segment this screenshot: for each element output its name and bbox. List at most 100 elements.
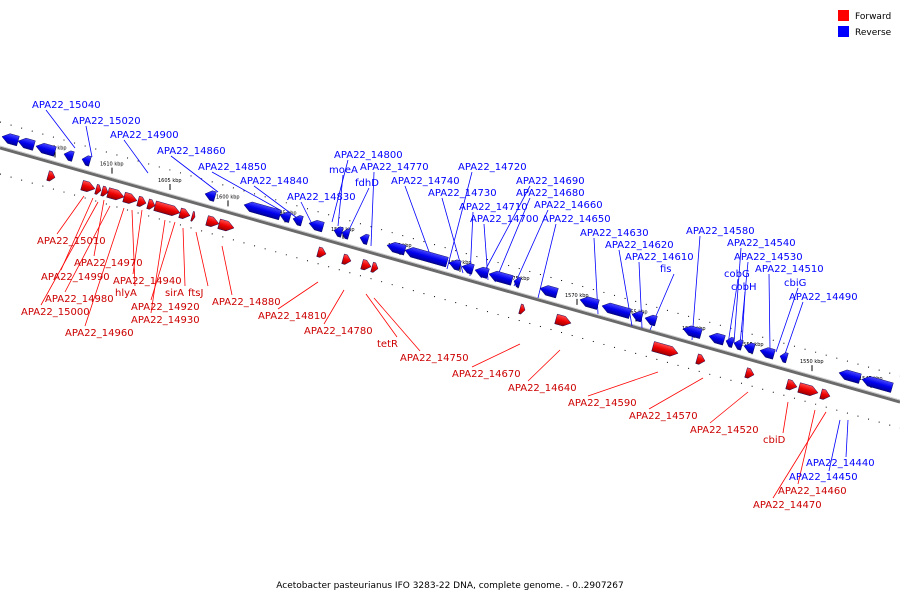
reverse-gene-label: cobG (724, 269, 750, 280)
reverse-gene-label: APA22_14650 (542, 214, 611, 225)
forward-gene-label: APA22_14930 (131, 315, 200, 326)
reverse-gene (1, 133, 20, 147)
forward-gene-label: sirA (165, 288, 184, 299)
reverse-gene-label: APA22_14800 (334, 150, 403, 161)
forward-leader-line (131, 209, 136, 287)
reverse-gene-label: APA22_14720 (458, 162, 527, 173)
forward-genes (46, 170, 831, 400)
reverse-gene (708, 332, 726, 346)
forward-gene-label: APA22_14460 (778, 486, 847, 497)
reverse-gene-label: APA22_14660 (534, 200, 603, 211)
reverse-gene-label: APA22_15040 (32, 100, 101, 111)
forward-leader-line (64, 205, 111, 293)
reverse-gene (579, 296, 600, 310)
reverse-leader-line (845, 419, 849, 458)
forward-gene (80, 180, 96, 192)
forward-leader-line (782, 401, 789, 434)
forward-gene (341, 253, 352, 265)
forward-gene-label: APA22_14940 (113, 276, 182, 287)
tick-label: 1600 kbp (216, 194, 240, 200)
reverse-gene (63, 150, 75, 162)
reverse-legend-label: Reverse (855, 28, 892, 38)
reverse-leader-line (446, 171, 473, 270)
reverse-gene-label: APA22_14510 (755, 264, 824, 275)
forward-leader-line (709, 391, 749, 424)
reverse-leader-line (347, 187, 370, 233)
forward-gene (205, 215, 220, 227)
reverse-gene-label: APA22_14740 (391, 176, 460, 187)
reverse-gene-label: APA22_14540 (727, 238, 796, 249)
forward-leader-line (84, 207, 125, 327)
forward-gene-label: tetR (377, 339, 398, 350)
reverse-gene (243, 201, 282, 221)
reverse-gene-label: fis (660, 264, 672, 275)
reverse-gene (488, 270, 514, 286)
reverse-gene (838, 369, 862, 384)
forward-gene-label: APA22_14810 (258, 311, 327, 322)
forward-leader-line (365, 293, 398, 338)
genome-backbone (0, 121, 900, 429)
reverse-gene (861, 376, 894, 393)
reverse-leader-line (537, 223, 557, 299)
reverse-gene (461, 263, 475, 275)
forward-leader-line (587, 371, 659, 397)
reverse-gene (779, 352, 789, 364)
reverse-leader-line (85, 125, 93, 158)
reverse-leader-line (513, 209, 549, 287)
forward-leader-line (56, 195, 85, 235)
reverse-gene-label: APA22_14580 (686, 226, 755, 237)
reverse-leader-line (404, 185, 433, 261)
reverse-gene-label: APA22_14610 (625, 252, 694, 263)
reverse-gene (631, 311, 644, 323)
tick-label: 1605 kbp (158, 178, 182, 184)
legend: Forward Reverse (838, 10, 892, 38)
reverse-leader-line (784, 301, 804, 355)
reverse-genes (1, 133, 894, 393)
reverse-gene-label: APA22_14830 (287, 192, 356, 203)
forward-gene (554, 313, 572, 327)
reverse-gene (35, 143, 57, 157)
forward-gene (94, 184, 102, 195)
forward-gene (695, 353, 706, 365)
reverse-leader-line (331, 159, 349, 223)
forward-gene (316, 246, 327, 258)
reverse-leader-line (123, 139, 149, 174)
tick-label: 1610 kbp (100, 162, 124, 168)
forward-gene-label: APA22_14640 (508, 383, 577, 394)
forward-gene-label: hlyA (115, 288, 137, 299)
forward-gene-label: APA22_14750 (400, 353, 469, 364)
forward-gene (370, 261, 379, 273)
forward-leader-line (182, 227, 186, 287)
forward-gene (797, 382, 819, 396)
forward-gene (217, 218, 235, 232)
forward-gene (146, 198, 156, 210)
forward-gene-label: APA22_14570 (629, 411, 698, 422)
forward-gene-label: APA22_15010 (37, 236, 106, 247)
reverse-gene-label: APA22_14860 (157, 146, 226, 157)
forward-gene (744, 367, 755, 379)
reverse-gene (279, 211, 292, 223)
reverse-leader-line (494, 197, 531, 283)
reverse-leader-line (370, 171, 375, 247)
forward-gene (518, 303, 526, 315)
reverse-gene (759, 347, 776, 360)
forward-leader-line (93, 199, 105, 257)
reverse-gene (204, 190, 217, 202)
reverse-leader-line (45, 109, 76, 149)
reverse-leader-line (300, 201, 314, 227)
forward-gene (46, 170, 56, 182)
tick-label: 1550 kbp (800, 359, 824, 365)
genome-caption: Acetobacter pasteurianus IFO 3283-22 DNA… (276, 581, 624, 591)
reverse-gene (81, 155, 92, 167)
reverse-gene-label: APA22_14710 (459, 202, 528, 213)
reverse-gene-label: APA22_14530 (734, 252, 803, 263)
reverse-leader-line (691, 235, 701, 341)
reverse-gene (474, 266, 490, 279)
forward-gene-label: APA22_14970 (74, 258, 143, 269)
reverse-gene (601, 302, 632, 319)
reverse-gene (308, 220, 325, 233)
reverse-gene-label: moeA (329, 165, 358, 176)
forward-leader-line (648, 377, 704, 410)
forward-leader-line (772, 411, 827, 499)
